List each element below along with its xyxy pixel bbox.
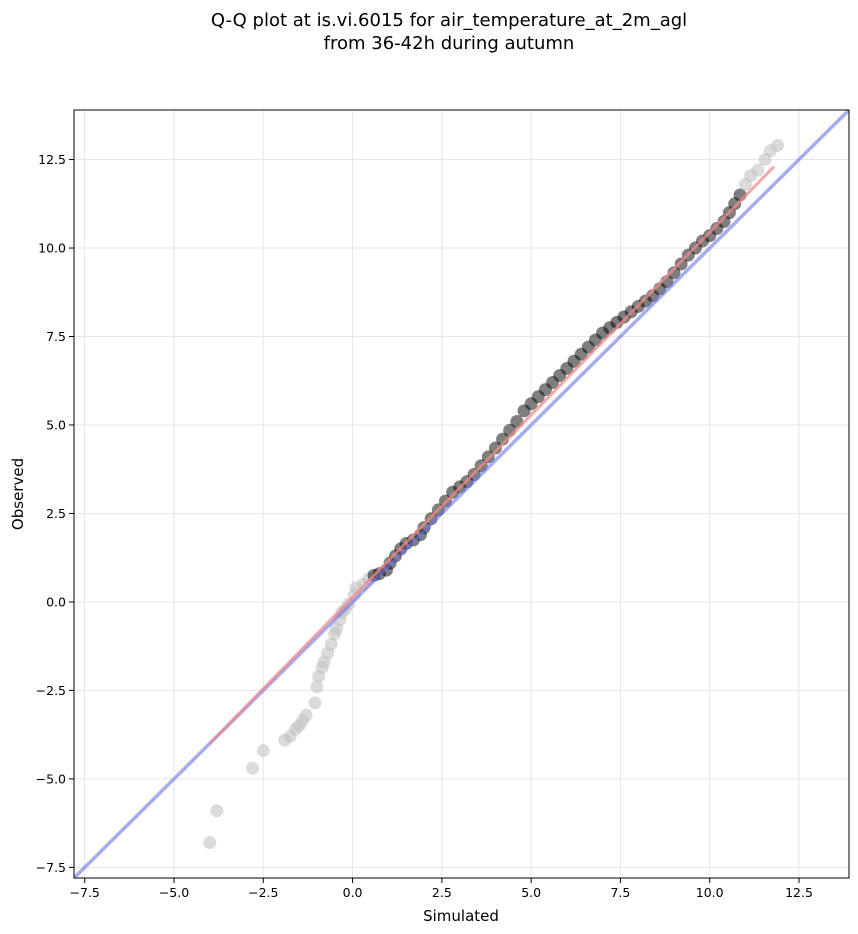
scatter-point [667,266,681,280]
scatter-point [488,441,502,455]
scatter-point [246,761,260,775]
y-tick-label: −2.5 [36,683,66,698]
plot-area [74,110,849,878]
y-axis-label: Observed [9,458,27,530]
x-tick-label: 10.0 [696,885,724,900]
scatter-point [210,804,224,818]
y-tick-label: 10.0 [38,241,66,256]
x-tick-label: −2.5 [248,885,278,900]
scatter-point [310,680,324,694]
identity-line [74,110,849,878]
axis-ticks: −7.5 −5.0 −2.5 0.0 2.5 5.0 7.5 10.0 12.5 −7.5 −5.0… [36,152,813,900]
x-tick-label: 2.5 [432,885,452,900]
y-tick-label: 7.5 [46,329,66,344]
x-tick-label: 7.5 [610,885,630,900]
plot-frame [73,109,850,879]
grid-lines [74,110,849,878]
fit-line [208,165,776,745]
x-tick-label: −5.0 [159,885,189,900]
scatter-point [324,637,338,651]
scatter-point [299,708,313,722]
x-tick-label: −7.5 [70,885,100,900]
y-tick-label: 2.5 [46,506,66,521]
x-tick-label: 5.0 [521,885,541,900]
y-tick-label: 0.0 [46,594,66,609]
scatter-point [417,521,431,535]
x-tick-label: 0.0 [343,885,363,900]
y-tick-label: 5.0 [46,417,66,432]
scatter-point [751,163,765,177]
scatter-point [674,257,688,271]
scatter-point [771,138,785,152]
y-tick-label: −7.5 [36,860,66,875]
chart-title: Q-Q plot at is.vi.6015 for air_temperatu… [211,10,687,31]
scatter-point [203,836,217,850]
x-axis-label: Simulated [423,907,499,925]
x-tick-label: 12.5 [785,885,813,900]
chart-subtitle: from 36-42h during autumn [324,33,575,54]
y-tick-label: −5.0 [36,771,66,786]
scatter-point [256,744,270,758]
scatter-point [308,696,322,710]
y-tick-label: 12.5 [38,152,66,167]
